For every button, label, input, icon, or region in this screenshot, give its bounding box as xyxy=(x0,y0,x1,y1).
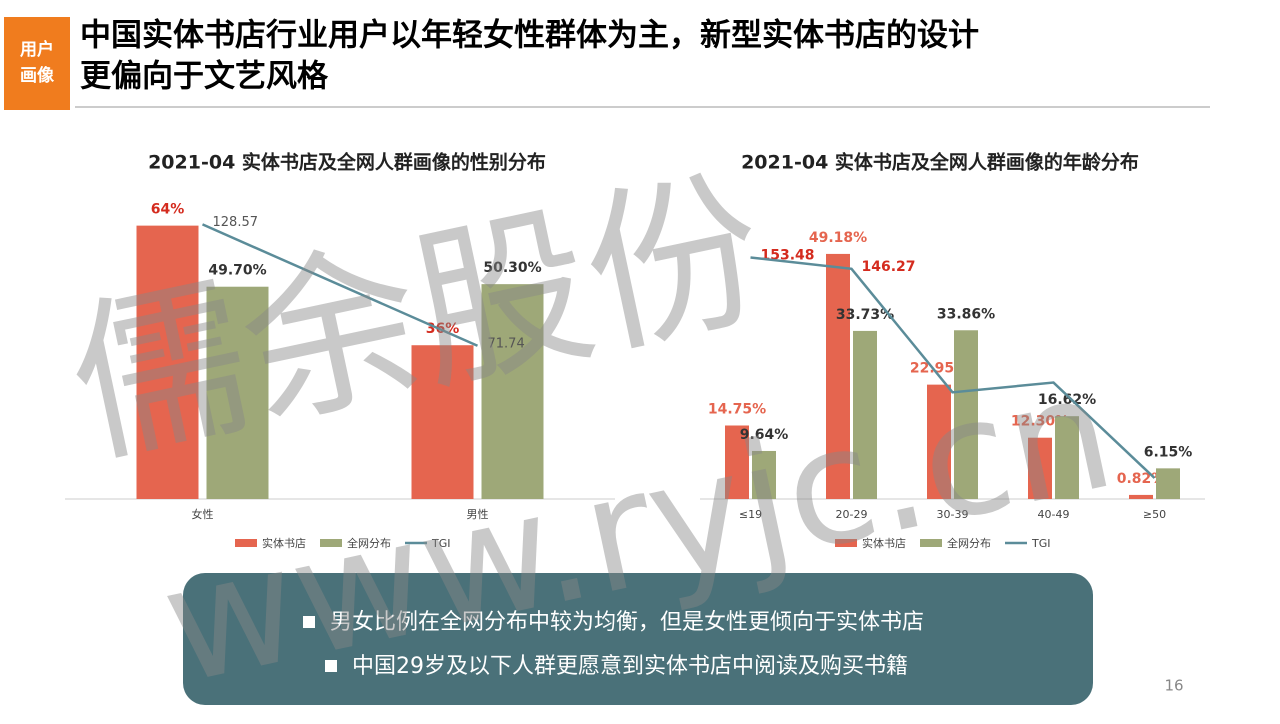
x-tick-label: 20-29 xyxy=(836,508,868,521)
line-label: 71.74 xyxy=(488,336,525,351)
slide-title: 更偏向于文艺风格 xyxy=(80,59,329,95)
tgi-line xyxy=(750,256,1156,479)
bullet xyxy=(303,616,315,628)
bar-label: 50.30% xyxy=(483,260,541,276)
legend-label: TGI xyxy=(1031,537,1051,550)
bar-label: 33.86% xyxy=(937,306,995,322)
legend-label: 实体书店 xyxy=(262,536,306,550)
bar xyxy=(136,225,199,499)
bar xyxy=(927,384,951,499)
chart-title: 2021-04 实体书店及全网人群画像的年龄分布 xyxy=(741,151,1139,174)
bar-label: 9.64% xyxy=(740,427,789,443)
x-tick-label: 30-39 xyxy=(937,508,969,521)
bar-label: 33.73% xyxy=(836,307,894,323)
bar-label: 64% xyxy=(151,202,185,218)
legend-label: TGI xyxy=(431,537,451,550)
legend-swatch xyxy=(235,539,257,547)
tag-box xyxy=(4,17,70,110)
bar xyxy=(954,330,978,499)
bar xyxy=(826,253,850,499)
bar xyxy=(1028,437,1052,499)
bar xyxy=(1129,494,1153,499)
bar-label: 14.75% xyxy=(708,401,766,417)
summary-box xyxy=(183,573,1093,705)
bar xyxy=(411,345,474,499)
tag-text: 用户 xyxy=(20,39,54,60)
bar-label: 6.15% xyxy=(1144,444,1193,460)
x-tick-label: ≥50 xyxy=(1143,508,1166,521)
bar-label: 49.70% xyxy=(208,263,266,279)
x-tick-label: 男性 xyxy=(467,507,489,521)
bar xyxy=(725,425,749,499)
legend-label: 全网分布 xyxy=(947,536,991,550)
legend-swatch xyxy=(320,539,342,547)
bar xyxy=(1156,468,1180,499)
line-label: 128.57 xyxy=(213,215,259,230)
bar xyxy=(853,330,877,499)
bar-label: 0.82% xyxy=(1117,471,1166,487)
bar xyxy=(752,450,776,499)
bar xyxy=(481,284,544,499)
legend-label: 实体书店 xyxy=(862,536,906,550)
summary-text: 男女比例在全网分布中较为均衡，但是女性更倾向于实体书店 xyxy=(330,610,924,635)
x-tick-label: 40-49 xyxy=(1038,508,1070,521)
bullet xyxy=(325,660,337,672)
bar-label: 16.62% xyxy=(1038,392,1096,408)
chart-title: 2021-04 实体书店及全网人群画像的性别分布 xyxy=(148,151,546,174)
bar xyxy=(1055,416,1079,499)
slide-title: 中国实体书店行业用户以年轻女性群体为主，新型实体书店的设计 xyxy=(80,18,979,54)
bar-label: 22.95% xyxy=(910,361,968,377)
bar-label: 49.18% xyxy=(809,230,867,246)
summary-text: 中国29岁及以下人群更愿意到实体书店中阅读及购买书籍 xyxy=(352,654,908,679)
legend-swatch xyxy=(920,539,942,547)
tag-text: 画像 xyxy=(20,66,55,86)
line-label: 146.27 xyxy=(862,259,916,275)
bar xyxy=(206,286,269,499)
tgi-line xyxy=(201,223,479,347)
x-tick-label: ≤19 xyxy=(739,508,762,521)
legend-label: 全网分布 xyxy=(347,536,391,550)
bar-label: 12.30% xyxy=(1011,414,1069,430)
x-tick-label: 女性 xyxy=(192,507,214,521)
page-number: 16 xyxy=(1164,677,1183,695)
legend-swatch xyxy=(835,539,857,547)
